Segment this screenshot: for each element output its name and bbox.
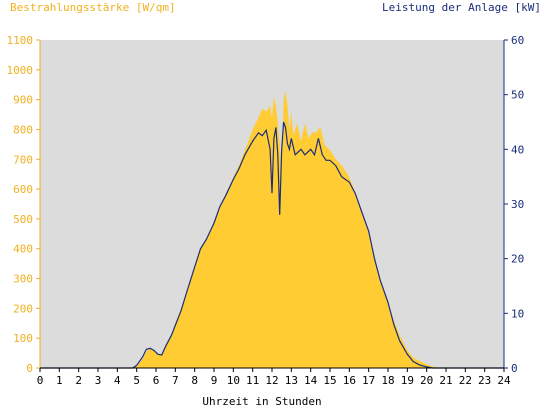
right-tick-label: 0 <box>511 362 518 375</box>
left-tick-label: 900 <box>13 94 33 107</box>
x-tick-label: 0 <box>37 374 44 387</box>
power-line <box>40 121 504 369</box>
left-tick-label: 1100 <box>7 34 34 47</box>
x-tick-label: 22 <box>459 374 472 387</box>
x-axis-title: Uhrzeit in Stunden <box>202 395 321 408</box>
right-tick-label: 60 <box>511 34 524 47</box>
x-tick-label: 23 <box>478 374 491 387</box>
left-tick-label: 200 <box>13 302 33 315</box>
x-tick-label: 4 <box>114 374 121 387</box>
series-layer <box>40 90 504 369</box>
x-tick-label: 20 <box>420 374 433 387</box>
x-tick-label: 24 <box>497 374 511 387</box>
x-tick-group: 0 1 2 3 4 5 6 7 8 9 10 11 12 13 14 15 16 17 18 19 20 21 22 23 24 <box>37 368 511 387</box>
x-tick-label: 16 <box>343 374 356 387</box>
right-tick-group: 0 10 20 30 40 50 60 <box>504 34 524 375</box>
left-tick-label: 800 <box>13 123 33 136</box>
left-tick-group: 0 100 200 300 400 500 600 700 800 900 1000 1100 <box>7 34 40 375</box>
left-tick-label: 600 <box>13 183 33 196</box>
left-axis-title: Bestrahlungsstärke [W/qm] <box>10 1 176 14</box>
x-tick-label: 11 <box>246 374 259 387</box>
left-tick-label: 0 <box>26 362 33 375</box>
x-tick-label: 6 <box>153 374 160 387</box>
left-tick-label: 300 <box>13 273 33 286</box>
right-tick-label: 20 <box>511 253 524 266</box>
x-tick-label: 13 <box>285 374 298 387</box>
x-tick-label: 10 <box>227 374 240 387</box>
right-tick-label: 30 <box>511 198 524 211</box>
x-tick-label: 14 <box>304 374 318 387</box>
x-tick-label: 21 <box>439 374 452 387</box>
left-tick-label: 500 <box>13 213 33 226</box>
right-tick-label: 50 <box>511 89 524 102</box>
irradiance-area <box>40 90 504 368</box>
right-tick-label: 10 <box>511 307 524 320</box>
x-tick-label: 8 <box>191 374 198 387</box>
x-tick-label: 7 <box>172 374 179 387</box>
x-tick-label: 1 <box>56 374 63 387</box>
x-tick-label: 3 <box>95 374 102 387</box>
x-tick-label: 12 <box>265 374 278 387</box>
x-tick-label: 15 <box>323 374 336 387</box>
left-tick-label: 1000 <box>7 64 34 77</box>
left-tick-label: 700 <box>13 153 33 166</box>
left-tick-label: 400 <box>13 243 33 256</box>
x-tick-label: 17 <box>362 374 375 387</box>
x-tick-label: 5 <box>133 374 140 387</box>
x-tick-label: 2 <box>75 374 82 387</box>
x-tick-label: 19 <box>401 374 414 387</box>
right-tick-label: 40 <box>511 143 524 156</box>
x-tick-label: 18 <box>381 374 394 387</box>
right-axis-title: Leistung der Anlage [kW] <box>382 1 541 14</box>
left-tick-label: 100 <box>13 332 33 345</box>
x-tick-label: 9 <box>211 374 218 387</box>
